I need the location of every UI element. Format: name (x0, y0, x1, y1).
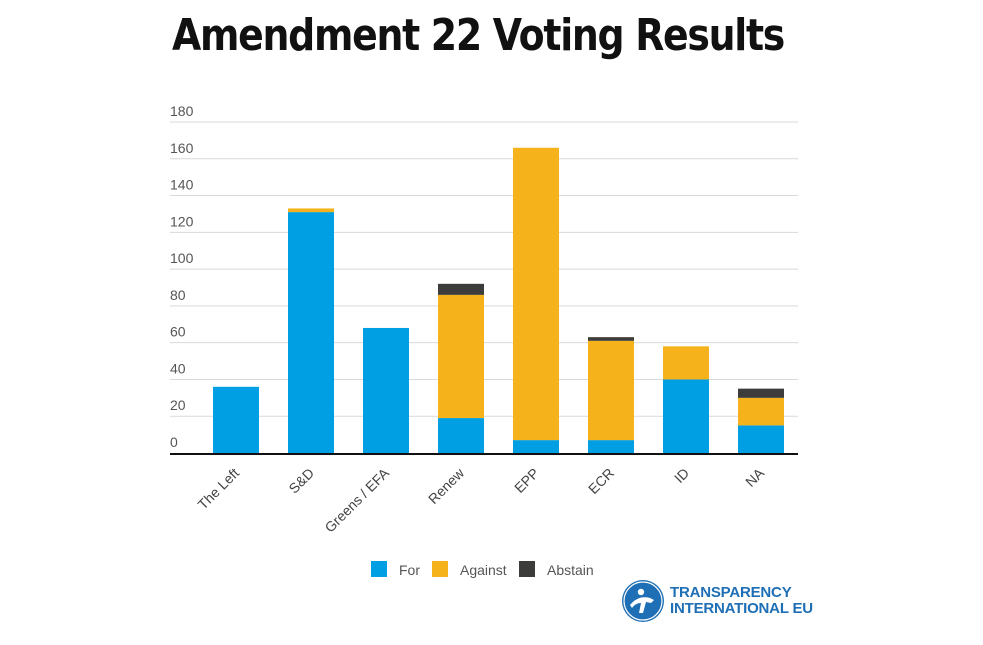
x-axis-labels: The Left S&D Greens / EFA Renew EPP ECR ID NA (194, 464, 767, 535)
y-tick-label: 180 (170, 103, 194, 119)
bars (213, 147, 784, 453)
legend-label: For (399, 562, 420, 578)
y-tick-label: 120 (170, 213, 194, 229)
globe-icon (622, 580, 664, 622)
x-tick-label: The Left (194, 465, 242, 513)
bar-segment-for (588, 440, 634, 453)
y-tick-label: 160 (170, 140, 194, 156)
bar-segment-for (213, 386, 259, 453)
y-tick-label: 20 (170, 397, 186, 413)
bar-segment-against (588, 340, 634, 441)
legend-swatch (371, 561, 387, 577)
y-tick-label: 80 (170, 287, 186, 303)
bar-segment-for (288, 212, 334, 453)
legend-swatch (432, 561, 448, 577)
legend-label: Abstain (547, 562, 594, 578)
x-tick-label: NA (742, 464, 768, 490)
bar-segment-against (438, 294, 484, 419)
logo-line-1: TRANSPARENCY (670, 584, 792, 601)
bar-segment-for (738, 425, 784, 453)
legend-label: Against (460, 562, 507, 578)
bar-segment-against (288, 208, 334, 213)
x-tick-label: S&D (285, 465, 317, 497)
transparency-international-logo: TRANSPARENCY INTERNATIONAL EU (620, 578, 840, 630)
x-tick-label: Renew (425, 464, 468, 507)
y-tick-label: 140 (170, 177, 194, 193)
legend: For Against Abstain (371, 561, 594, 578)
y-axis-ticks: 0 20 40 60 80 100 120 140 160 180 (170, 103, 194, 450)
x-tick-label: ECR (585, 465, 617, 497)
y-tick-label: 40 (170, 360, 186, 376)
x-tick-label: Greens / EFA (321, 464, 392, 535)
bar-segment-for (438, 418, 484, 453)
bar-segment-against (738, 397, 784, 426)
bar-segment-for (513, 440, 559, 453)
bar-segment-for (663, 379, 709, 453)
logo-text: TRANSPARENCY INTERNATIONAL EU (670, 585, 813, 617)
logo-line-2: INTERNATIONAL EU (670, 600, 813, 617)
y-tick-label: 100 (170, 250, 194, 266)
bar-segment-abstain (588, 337, 634, 341)
x-tick-label: ID (671, 465, 692, 486)
x-tick-label: EPP (511, 465, 542, 496)
y-tick-label: 60 (170, 324, 186, 340)
bar-segment-for (363, 327, 409, 453)
legend-swatch (519, 561, 535, 577)
y-tick-label: 0 (170, 434, 178, 450)
bar-segment-abstain (438, 283, 484, 295)
bar-segment-against (663, 346, 709, 380)
bar-segment-against (513, 147, 559, 441)
chart-title: Amendment 22 Voting Results (172, 10, 785, 61)
bar-segment-abstain (738, 388, 784, 398)
